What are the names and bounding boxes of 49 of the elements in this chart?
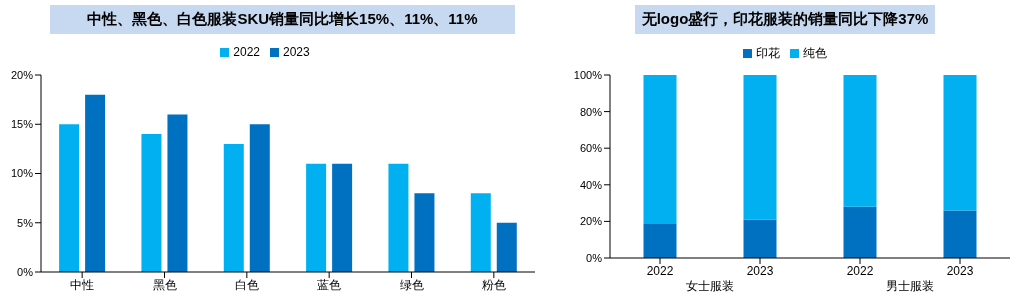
y-tick-label: 20% [579,215,603,228]
bar [85,94,106,272]
legend-label: 纯色 [803,46,827,60]
legend-label: 2023 [283,45,310,59]
bar [943,210,977,258]
y-tick-label: 0% [586,251,603,264]
x-tick-label: 白色 [234,277,259,292]
bar [843,206,877,258]
y-tick-label: 40% [579,178,603,191]
x-tick-label: 绿色 [399,277,424,292]
text: 女士服装 [685,278,735,295]
chart-title: 中性、黑色、白色服装SKU销量同比增长15%、11%、11% [87,10,478,29]
bar [643,75,677,224]
bar [223,143,244,272]
x-tick-label: 2022 [846,263,874,278]
bar [59,124,80,272]
legend-label: 印花 [756,46,780,60]
legend-label: 2022 [233,45,260,59]
bar [388,163,409,272]
y-tick-label: 60% [579,142,603,155]
x-tick-label: 2023 [746,263,774,278]
bar [743,75,777,220]
y-tick-label: 10% [10,167,34,180]
y-tick-label: 15% [10,118,34,131]
bar [414,193,435,272]
x-tick-label: 2022 [646,263,674,278]
bar [332,163,353,272]
chart-title: 无logo盛行，印花服装的销量同比下降37% [641,10,929,29]
x-tick-label: 2023 [946,263,974,278]
x-tick-label: 黑色 [152,277,177,292]
y-tick-label: 0% [17,265,34,278]
x-tick-label: 中性 [70,277,95,292]
y-tick-label: 5% [17,216,34,229]
bar [249,124,270,272]
y-tick-label: 80% [579,105,603,118]
x-tick-label: 蓝色 [317,277,342,292]
x-tick-label: 粉色 [481,277,506,292]
bar [470,193,491,272]
bar [843,75,877,207]
bar [743,219,777,258]
bar [167,114,188,272]
y-tick-label: 20% [10,68,34,81]
bar [306,163,327,272]
bar [496,222,517,272]
text: 男士服装 [885,278,935,295]
bar [643,223,677,258]
y-tick-label: 100% [573,68,603,81]
bar [943,75,977,211]
bar [141,134,162,272]
